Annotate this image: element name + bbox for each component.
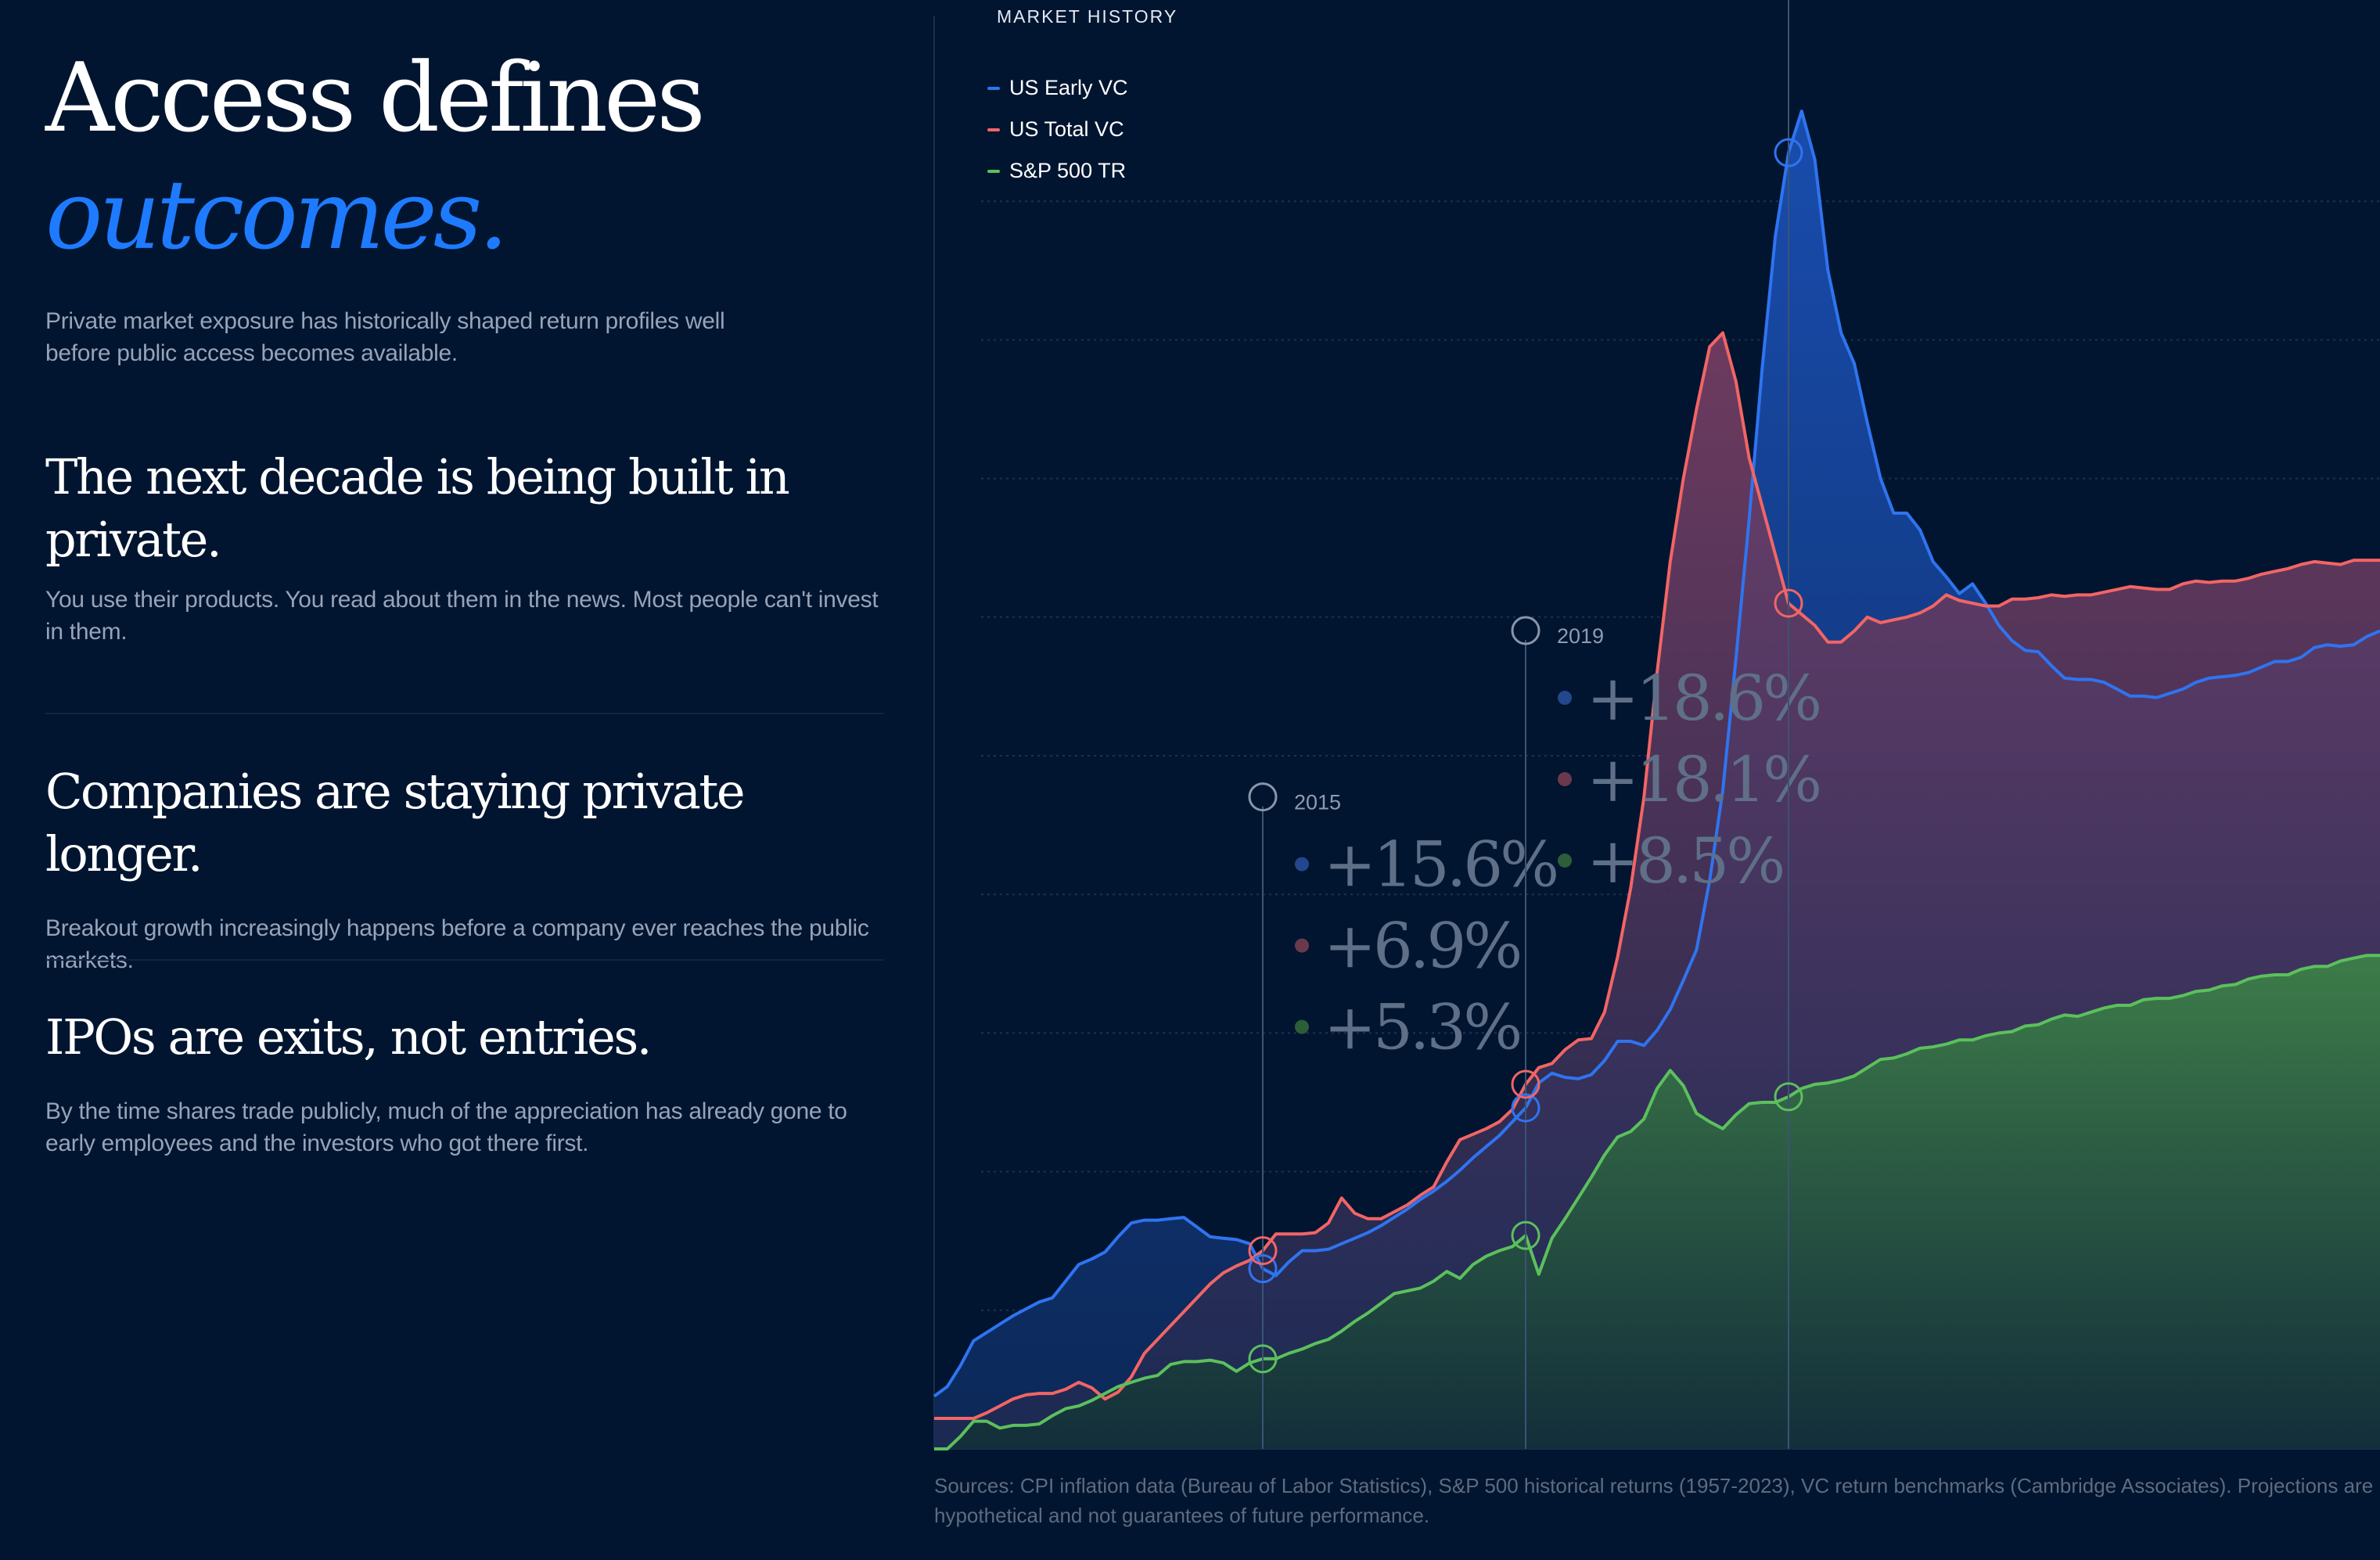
annotation-value: +18.1% xyxy=(1587,743,1819,816)
annotation-dot xyxy=(1295,938,1309,953)
data-point-marker xyxy=(1248,1236,1278,1266)
data-point-marker xyxy=(1511,1093,1541,1123)
annotation-dot xyxy=(1558,853,1572,868)
section-body: You use their products. You read about t… xyxy=(45,587,879,645)
series-sp500-area xyxy=(934,955,2380,1449)
series-sp500-line xyxy=(934,954,2380,1450)
legend-swatch xyxy=(987,169,1000,173)
series-early-vc-line xyxy=(933,110,2380,1398)
annotation-dot xyxy=(1295,857,1309,872)
annotation-value: +6.9% xyxy=(1324,910,1519,983)
legend-swatch xyxy=(987,128,1000,131)
legend-item-total-vc[interactable]: US Total VC xyxy=(987,109,1128,150)
annotation-year: 2015 xyxy=(1294,791,1341,814)
section-private-decade: The next decade is being built in privat… xyxy=(45,446,884,648)
annotation-dot xyxy=(1295,1019,1309,1034)
legend-label: S&P 500 TR xyxy=(1009,159,1127,182)
annotation-dot xyxy=(1558,771,1572,786)
annotation-value: +5.3% xyxy=(1324,991,1519,1064)
section-divider xyxy=(45,959,884,961)
section-body: Breakout growth increasingly happens bef… xyxy=(45,915,869,973)
chart-footnote: Sources: CPI inflation data (Bureau of L… xyxy=(934,1474,2374,1527)
legend-label: US Early VC xyxy=(1009,76,1128,99)
legend-swatch xyxy=(987,86,1000,90)
annotation-value: +15.6% xyxy=(1324,829,1556,901)
section-divider xyxy=(45,713,884,714)
data-point-marker xyxy=(1774,138,1803,167)
section-staying-private: Companies are staying private longer. Br… xyxy=(45,760,884,976)
section-body: By the time shares trade publicly, much … xyxy=(45,1098,847,1156)
data-point-marker xyxy=(1774,588,1803,618)
annotation-value: +18.6% xyxy=(1587,662,1819,735)
chart-legend: US Early VC US Total VC S&P 500 TR xyxy=(987,67,1128,192)
hero-subtitle: Private market exposure has historically… xyxy=(45,308,725,366)
data-point-marker xyxy=(1774,1082,1803,1112)
annotation-dot xyxy=(1558,690,1572,705)
data-point-marker xyxy=(1248,1254,1278,1284)
hero-title: Access defines outcomes. xyxy=(45,39,706,274)
hero-title-line1: Access defines xyxy=(45,42,706,153)
data-point-marker xyxy=(1511,1220,1541,1250)
legend-item-sp500[interactable]: S&P 500 TR xyxy=(987,150,1128,192)
section-ipos: IPOs are exits, not entries. By the time… xyxy=(45,1006,884,1159)
legend-label: US Total VC xyxy=(1009,117,1124,141)
data-point-marker xyxy=(1511,1069,1541,1099)
data-point-marker xyxy=(1248,1344,1278,1374)
chart-heading: MARKET HISTORY xyxy=(997,6,1178,27)
section-heading: Companies are staying private longer. xyxy=(45,763,746,882)
annotation-marker xyxy=(1511,616,1541,645)
legend-item-early-vc[interactable]: US Early VC xyxy=(987,67,1128,109)
series-total-vc-line xyxy=(934,331,2380,1420)
hero-title-accent: outcomes. xyxy=(45,160,509,271)
annotation-value: +8.5% xyxy=(1587,825,1782,897)
section-heading: The next decade is being built in privat… xyxy=(45,448,790,568)
annotation-marker xyxy=(1248,782,1278,812)
section-heading: IPOs are exits, not entries. xyxy=(45,1008,653,1066)
annotation-year: 2019 xyxy=(1557,624,1604,648)
